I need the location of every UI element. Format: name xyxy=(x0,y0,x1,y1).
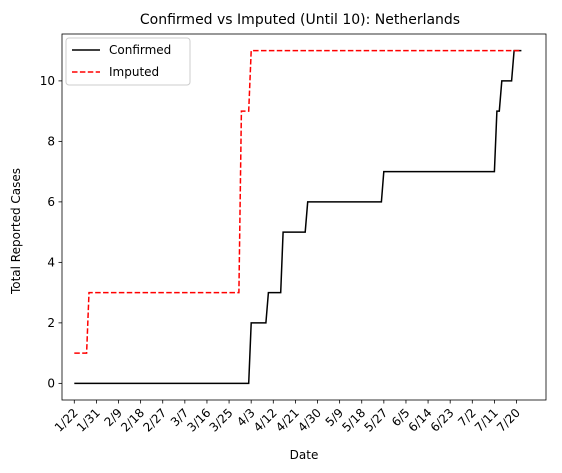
y-tick-label: 0 xyxy=(47,376,55,390)
legend-label-confirmed: Confirmed xyxy=(109,43,171,57)
y-tick-label: 2 xyxy=(47,316,55,330)
y-axis-label: Total Reported Cases xyxy=(9,168,23,295)
x-tick-label: 7/11 xyxy=(472,406,501,435)
x-tick-label: 1/31 xyxy=(74,406,103,435)
x-tick-label: 1/22 xyxy=(52,406,81,435)
x-tick-label: 7/20 xyxy=(494,406,523,435)
y-tick-label: 4 xyxy=(47,255,55,269)
legend-label-imputed: Imputed xyxy=(109,65,159,79)
x-tick-label: 4/12 xyxy=(251,406,280,435)
series-line-imputed xyxy=(74,49,522,354)
axes: 02468101/221/312/92/182/273/73/163/254/3… xyxy=(40,33,547,435)
x-tick-label: 3/16 xyxy=(185,406,214,435)
x-tick-label: 6/23 xyxy=(428,406,457,435)
legend: Confirmed Imputed xyxy=(65,37,191,86)
chart-title: Confirmed vs Imputed (Until 10): Netherl… xyxy=(140,12,460,28)
x-tick-label: 3/25 xyxy=(207,406,236,435)
series-line-confirmed xyxy=(74,49,522,385)
x-tick-label: 4/30 xyxy=(295,406,324,435)
x-tick-label: 4/21 xyxy=(273,406,302,435)
x-tick-label: 2/18 xyxy=(118,406,147,435)
y-tick-label: 10 xyxy=(40,74,55,88)
plot-area xyxy=(74,49,522,385)
x-tick-label: 5/18 xyxy=(339,406,368,435)
y-tick-label: 6 xyxy=(47,195,55,209)
y-tick-label: 8 xyxy=(47,134,55,148)
plot-frame xyxy=(61,33,547,401)
x-tick-label: 5/27 xyxy=(361,406,390,435)
x-tick-label: 6/14 xyxy=(406,406,435,435)
x-axis-label: Date xyxy=(290,448,319,462)
x-tick-label: 2/27 xyxy=(140,406,169,435)
